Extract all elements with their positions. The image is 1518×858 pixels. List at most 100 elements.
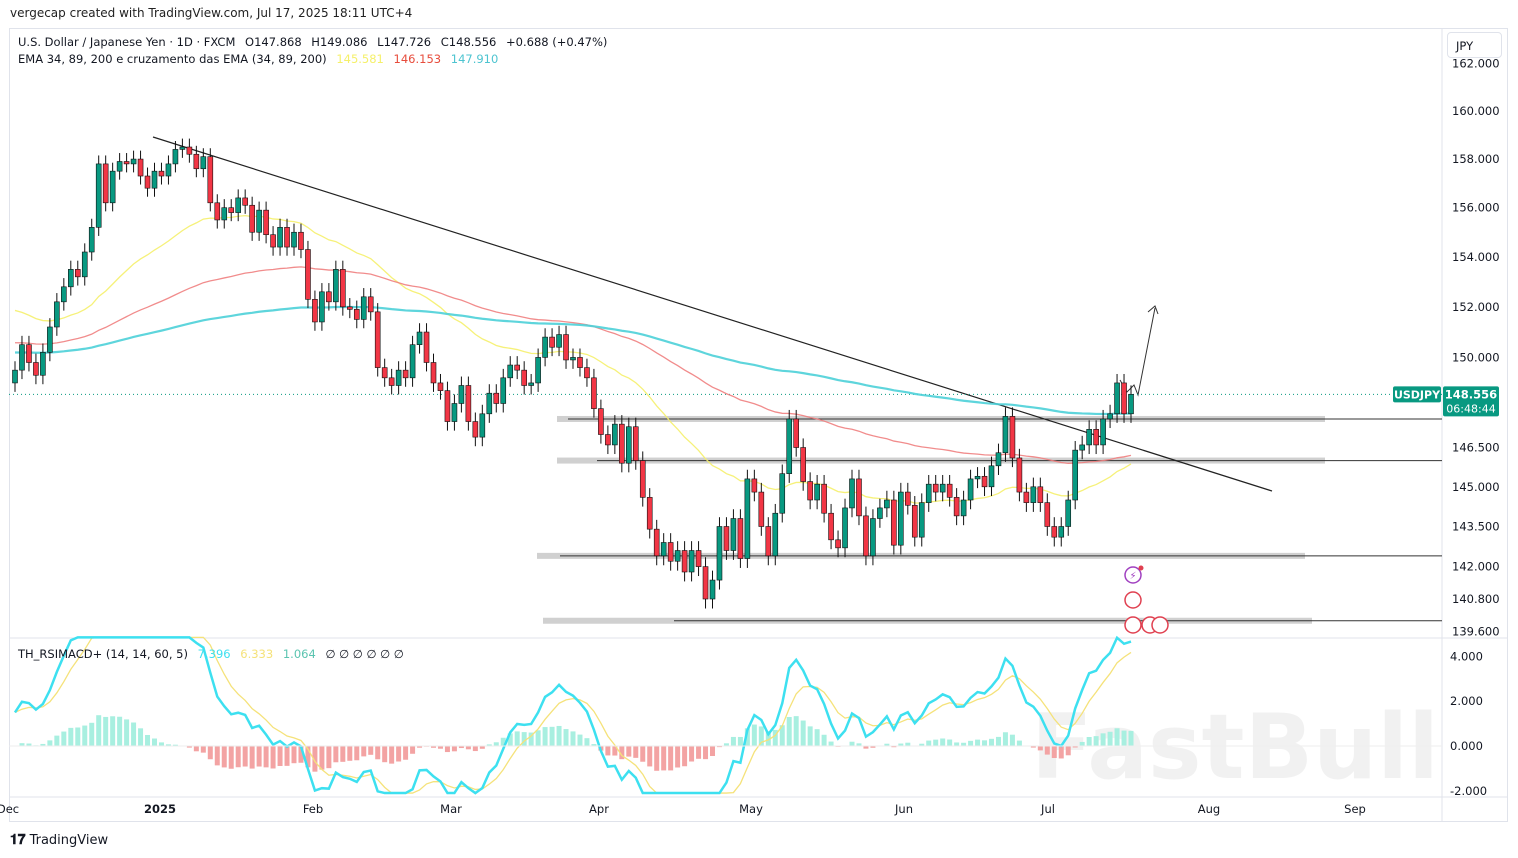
candle (1002, 407, 1009, 462)
lightning-event-icon[interactable] (1124, 566, 1142, 584)
histogram-bar (451, 746, 457, 752)
candle-body (388, 377, 395, 386)
time-axis-label: May (739, 802, 763, 816)
histogram-bar (772, 729, 778, 746)
candle-body (605, 434, 611, 446)
event-icon[interactable] (1124, 616, 1142, 634)
candle (814, 474, 820, 510)
candle-body (395, 369, 402, 386)
candle (1114, 373, 1120, 423)
candle (995, 443, 1002, 475)
candle (632, 417, 639, 470)
histogram-bar (807, 726, 813, 746)
candle-body (528, 382, 534, 386)
candle (305, 240, 311, 309)
candle (807, 472, 813, 510)
candle (751, 469, 758, 502)
histogram-bar (1058, 746, 1064, 759)
candle-body (653, 528, 660, 557)
candle-body (172, 149, 179, 165)
candle (870, 509, 876, 566)
indicator-legend[interactable]: TH_RSIMACD+ (14, 14, 60, 5) 7.396 6.333 … (18, 647, 404, 661)
candle-body (479, 413, 486, 438)
candle (981, 467, 988, 497)
candle (800, 438, 806, 491)
candle-body (591, 377, 597, 409)
histogram-bar (870, 746, 876, 748)
candle (821, 474, 827, 523)
candle-body (137, 158, 144, 177)
candle-body (1128, 394, 1134, 415)
candle (326, 283, 332, 311)
histogram-bar (277, 746, 283, 766)
candle-body (33, 362, 39, 376)
us-flag-event-icon[interactable] (1124, 591, 1142, 609)
candle-body (179, 146, 186, 150)
candle (1023, 482, 1030, 512)
candle-body (95, 163, 102, 228)
candle (835, 530, 841, 558)
candle (514, 356, 521, 380)
candle-body (960, 499, 967, 517)
candle (270, 226, 276, 256)
candle-body (1093, 429, 1099, 446)
candle (47, 318, 53, 362)
candle-body (570, 357, 576, 361)
histogram-bar (493, 742, 499, 746)
candle-body (542, 336, 548, 358)
candle (688, 541, 695, 582)
currency-button[interactable]: JPY (1447, 32, 1502, 58)
histogram-bar (563, 729, 569, 746)
histogram-bar (1107, 731, 1113, 746)
price-tick-label: 160.000 (1452, 104, 1500, 118)
candle (842, 498, 848, 558)
candle-body (1037, 486, 1044, 503)
histogram-bar (849, 741, 855, 746)
candle-body (1100, 418, 1106, 446)
histogram-bar (947, 739, 953, 746)
histogram-bar (1016, 740, 1022, 746)
candle (605, 425, 611, 455)
histogram-bar (68, 727, 74, 746)
candle-body (779, 473, 786, 514)
candle (625, 417, 632, 473)
candle (612, 415, 618, 455)
candle-body (326, 291, 332, 303)
histogram-bar (884, 743, 890, 746)
indicator-tick-label: -2.000 (1450, 784, 1487, 798)
tradingview-footer[interactable]: 𝟏𝟕 TradingView (10, 832, 108, 848)
histogram-bar (905, 742, 911, 746)
histogram-bar (1030, 746, 1036, 748)
histogram-bar (584, 738, 590, 746)
histogram-bar (975, 739, 981, 746)
candle (179, 138, 186, 158)
candle (570, 348, 576, 369)
candle-body (423, 331, 430, 363)
candle (1121, 373, 1127, 423)
histogram-bar (647, 746, 653, 767)
us-flag-event-icon[interactable] (1151, 616, 1169, 634)
histogram-bar (556, 725, 562, 746)
candle (493, 384, 500, 413)
candle (95, 155, 102, 236)
candle-body (884, 499, 890, 509)
candle-body (291, 231, 297, 248)
symbol-legend[interactable]: U.S. Dollar / Japanese Yen · 1D · FXCM O… (18, 35, 607, 49)
ema-legend[interactable]: EMA 34, 89, 200 e cruzamento das EMA (34… (18, 52, 498, 66)
candle-body (598, 408, 604, 435)
histogram-bar (500, 737, 506, 746)
candle (158, 162, 165, 185)
candle-body (486, 392, 493, 415)
candle-body (744, 478, 751, 559)
candle (451, 394, 458, 431)
candle-body (242, 197, 248, 206)
candle (674, 541, 681, 571)
price-tick-label: 146.500 (1452, 441, 1500, 455)
histogram-bar (542, 727, 548, 746)
candle-body (953, 497, 960, 517)
candle-body (1058, 526, 1065, 538)
candle-body (639, 460, 646, 498)
candle-body (1016, 457, 1023, 493)
candle (200, 148, 207, 178)
